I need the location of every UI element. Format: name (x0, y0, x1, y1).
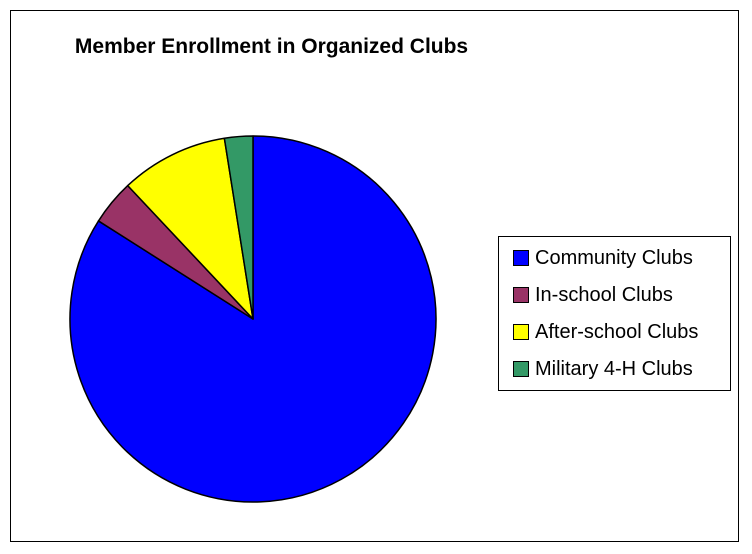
legend-label: In-school Clubs (535, 283, 673, 306)
legend-label: Community Clubs (535, 246, 693, 269)
legend-label: Military 4-H Clubs (535, 357, 693, 380)
chart-title: Member Enrollment in Organized Clubs (74, 35, 469, 58)
legend-swatch (513, 361, 529, 377)
legend-item-after-school: After-school Clubs (513, 320, 698, 344)
legend-swatch (513, 250, 529, 266)
legend: Community Clubs In-school Clubs After-sc… (498, 236, 731, 391)
legend-item-military: Military 4-H Clubs (513, 357, 693, 381)
chart-frame: Member Enrollment in Organized Clubs Com… (10, 10, 739, 542)
legend-item-in-school: In-school Clubs (513, 283, 673, 307)
pie-slice-after-school (126, 137, 254, 320)
pie-chart (69, 135, 437, 503)
pie-slice-military (223, 135, 254, 320)
legend-swatch (513, 287, 529, 303)
legend-label: After-school Clubs (535, 320, 699, 343)
legend-swatch (513, 324, 529, 340)
legend-item-community: Community Clubs (513, 246, 693, 270)
